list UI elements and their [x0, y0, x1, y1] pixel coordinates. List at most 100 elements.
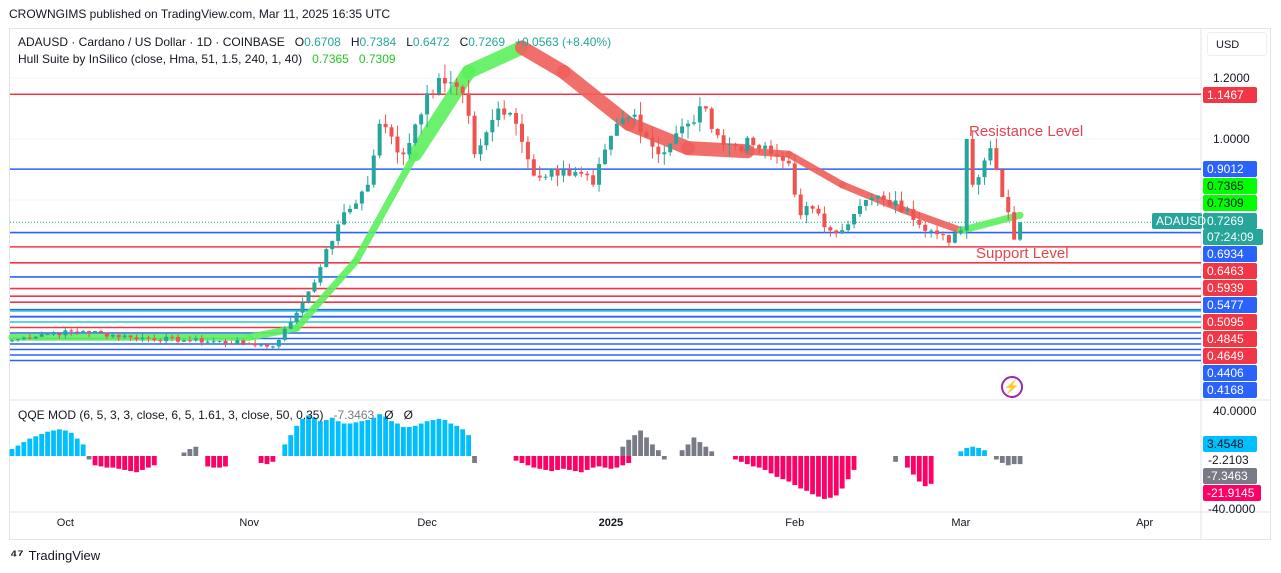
- symbol-name[interactable]: ADAUSD · Cardano / US Dollar · 1D · COIN…: [18, 35, 285, 49]
- candle-body: [769, 145, 774, 155]
- candle-body: [407, 143, 412, 155]
- candle-body: [152, 338, 157, 341]
- candle-body: [567, 169, 572, 176]
- qqe-bar: [45, 431, 50, 456]
- qqe-bar: [703, 446, 709, 456]
- support-annotation: Support Level: [976, 245, 1069, 262]
- candle-body: [496, 108, 501, 120]
- qqe-bar: [531, 456, 537, 468]
- candle-body: [739, 145, 744, 152]
- candle-body: [846, 224, 851, 231]
- qqe-bar: [792, 456, 798, 485]
- qqe-bar: [145, 456, 151, 468]
- currency-button[interactable]: USD: [1207, 32, 1267, 56]
- qqe-bar: [51, 430, 56, 456]
- candle-body: [686, 123, 691, 127]
- qqe-bar: [916, 456, 922, 482]
- candle-body: [276, 339, 281, 347]
- qqe-bar: [306, 415, 311, 456]
- candle-body: [935, 230, 940, 235]
- qqe-bar: [513, 456, 519, 461]
- candle-body: [81, 331, 86, 333]
- qqe-bar: [922, 456, 928, 487]
- qqe-bar: [15, 445, 21, 456]
- candle-body: [472, 115, 477, 155]
- candle-body: [146, 337, 151, 339]
- price-tick: 1.2000: [1213, 71, 1250, 85]
- hull-legend[interactable]: Hull Suite by InSilico (close, Hma, 51, …: [18, 52, 396, 66]
- candle-body: [288, 322, 293, 329]
- candle-body: [389, 127, 394, 137]
- qqe-label: -7.3463: [1203, 468, 1257, 484]
- qqe-bar: [1011, 456, 1017, 465]
- candle-body: [395, 136, 400, 153]
- qqe-na-1: Ø: [384, 408, 394, 422]
- candle-body: [745, 137, 750, 152]
- lightning-icon[interactable]: ⚡: [1001, 376, 1023, 398]
- qqe-bar: [644, 437, 649, 456]
- candle-body: [929, 230, 934, 232]
- price-label: 1.1467: [1203, 87, 1257, 103]
- qqe-bar: [578, 456, 584, 473]
- candle-body: [128, 335, 133, 338]
- qqe-legend[interactable]: QQE MOD (6, 5, 3, 3, close, 6, 5, 1.61, …: [18, 408, 413, 422]
- qqe-bar: [400, 427, 406, 456]
- candle-body: [976, 177, 981, 185]
- candle-body: [994, 148, 999, 170]
- candle-body: [703, 106, 708, 109]
- qqe-bar: [733, 456, 738, 460]
- candle-body: [852, 213, 857, 225]
- candle-body: [181, 340, 186, 342]
- candle-body: [187, 340, 192, 342]
- candle-body: [680, 126, 685, 134]
- candle-body: [780, 156, 785, 161]
- qqe-bar: [982, 450, 987, 456]
- price-label: 0.5095: [1203, 314, 1257, 330]
- candle-body: [834, 230, 839, 234]
- candle-body: [419, 114, 424, 125]
- candle-body: [45, 334, 50, 336]
- qqe-tick: -40.0000: [1208, 502, 1256, 516]
- candle-body: [804, 206, 809, 216]
- qqe-bar: [181, 452, 187, 456]
- qqe-bar: [193, 446, 199, 456]
- qqe-bar: [9, 449, 15, 456]
- qqe-bar: [211, 456, 217, 468]
- qqe-bar: [205, 456, 211, 467]
- candle-body: [626, 116, 631, 119]
- qqe-bar: [335, 421, 341, 456]
- hull-band-segment: [293, 257, 360, 332]
- qqe-bar: [33, 436, 39, 456]
- candle-body: [75, 331, 80, 333]
- qqe-bar: [442, 420, 448, 456]
- candle-body: [514, 112, 519, 124]
- qqe-bar: [525, 456, 531, 466]
- qqe-bar: [1005, 456, 1011, 466]
- hull-band-segment: [352, 150, 419, 265]
- qqe-bar: [472, 456, 477, 463]
- candle-body: [21, 337, 26, 340]
- candle-body: [264, 344, 269, 347]
- footer-logo[interactable]: ⁴⁷ TradingView: [10, 547, 100, 564]
- qqe-bar: [780, 456, 786, 480]
- price-label: 0.5939: [1203, 280, 1257, 296]
- qqe-bar: [685, 444, 691, 456]
- time-label: Apr: [1136, 517, 1154, 529]
- qqe-bar: [804, 456, 810, 491]
- hull-band-segment: [743, 147, 793, 158]
- candle-body: [110, 334, 115, 337]
- qqe-bar: [104, 456, 110, 468]
- hull-band-segment: [681, 141, 755, 159]
- qqe-bar: [661, 456, 667, 460]
- qqe-bar: [976, 447, 981, 456]
- candle-body: [591, 175, 596, 185]
- candle-body: [656, 146, 661, 155]
- hull-band-segment: [514, 40, 571, 79]
- qqe-bar: [62, 430, 68, 456]
- hull-band-segment: [898, 205, 965, 234]
- qqe-bar: [98, 456, 104, 467]
- qqe-label: -21.9145: [1203, 485, 1261, 501]
- candle-body: [863, 200, 868, 206]
- time-label: Oct: [56, 517, 74, 529]
